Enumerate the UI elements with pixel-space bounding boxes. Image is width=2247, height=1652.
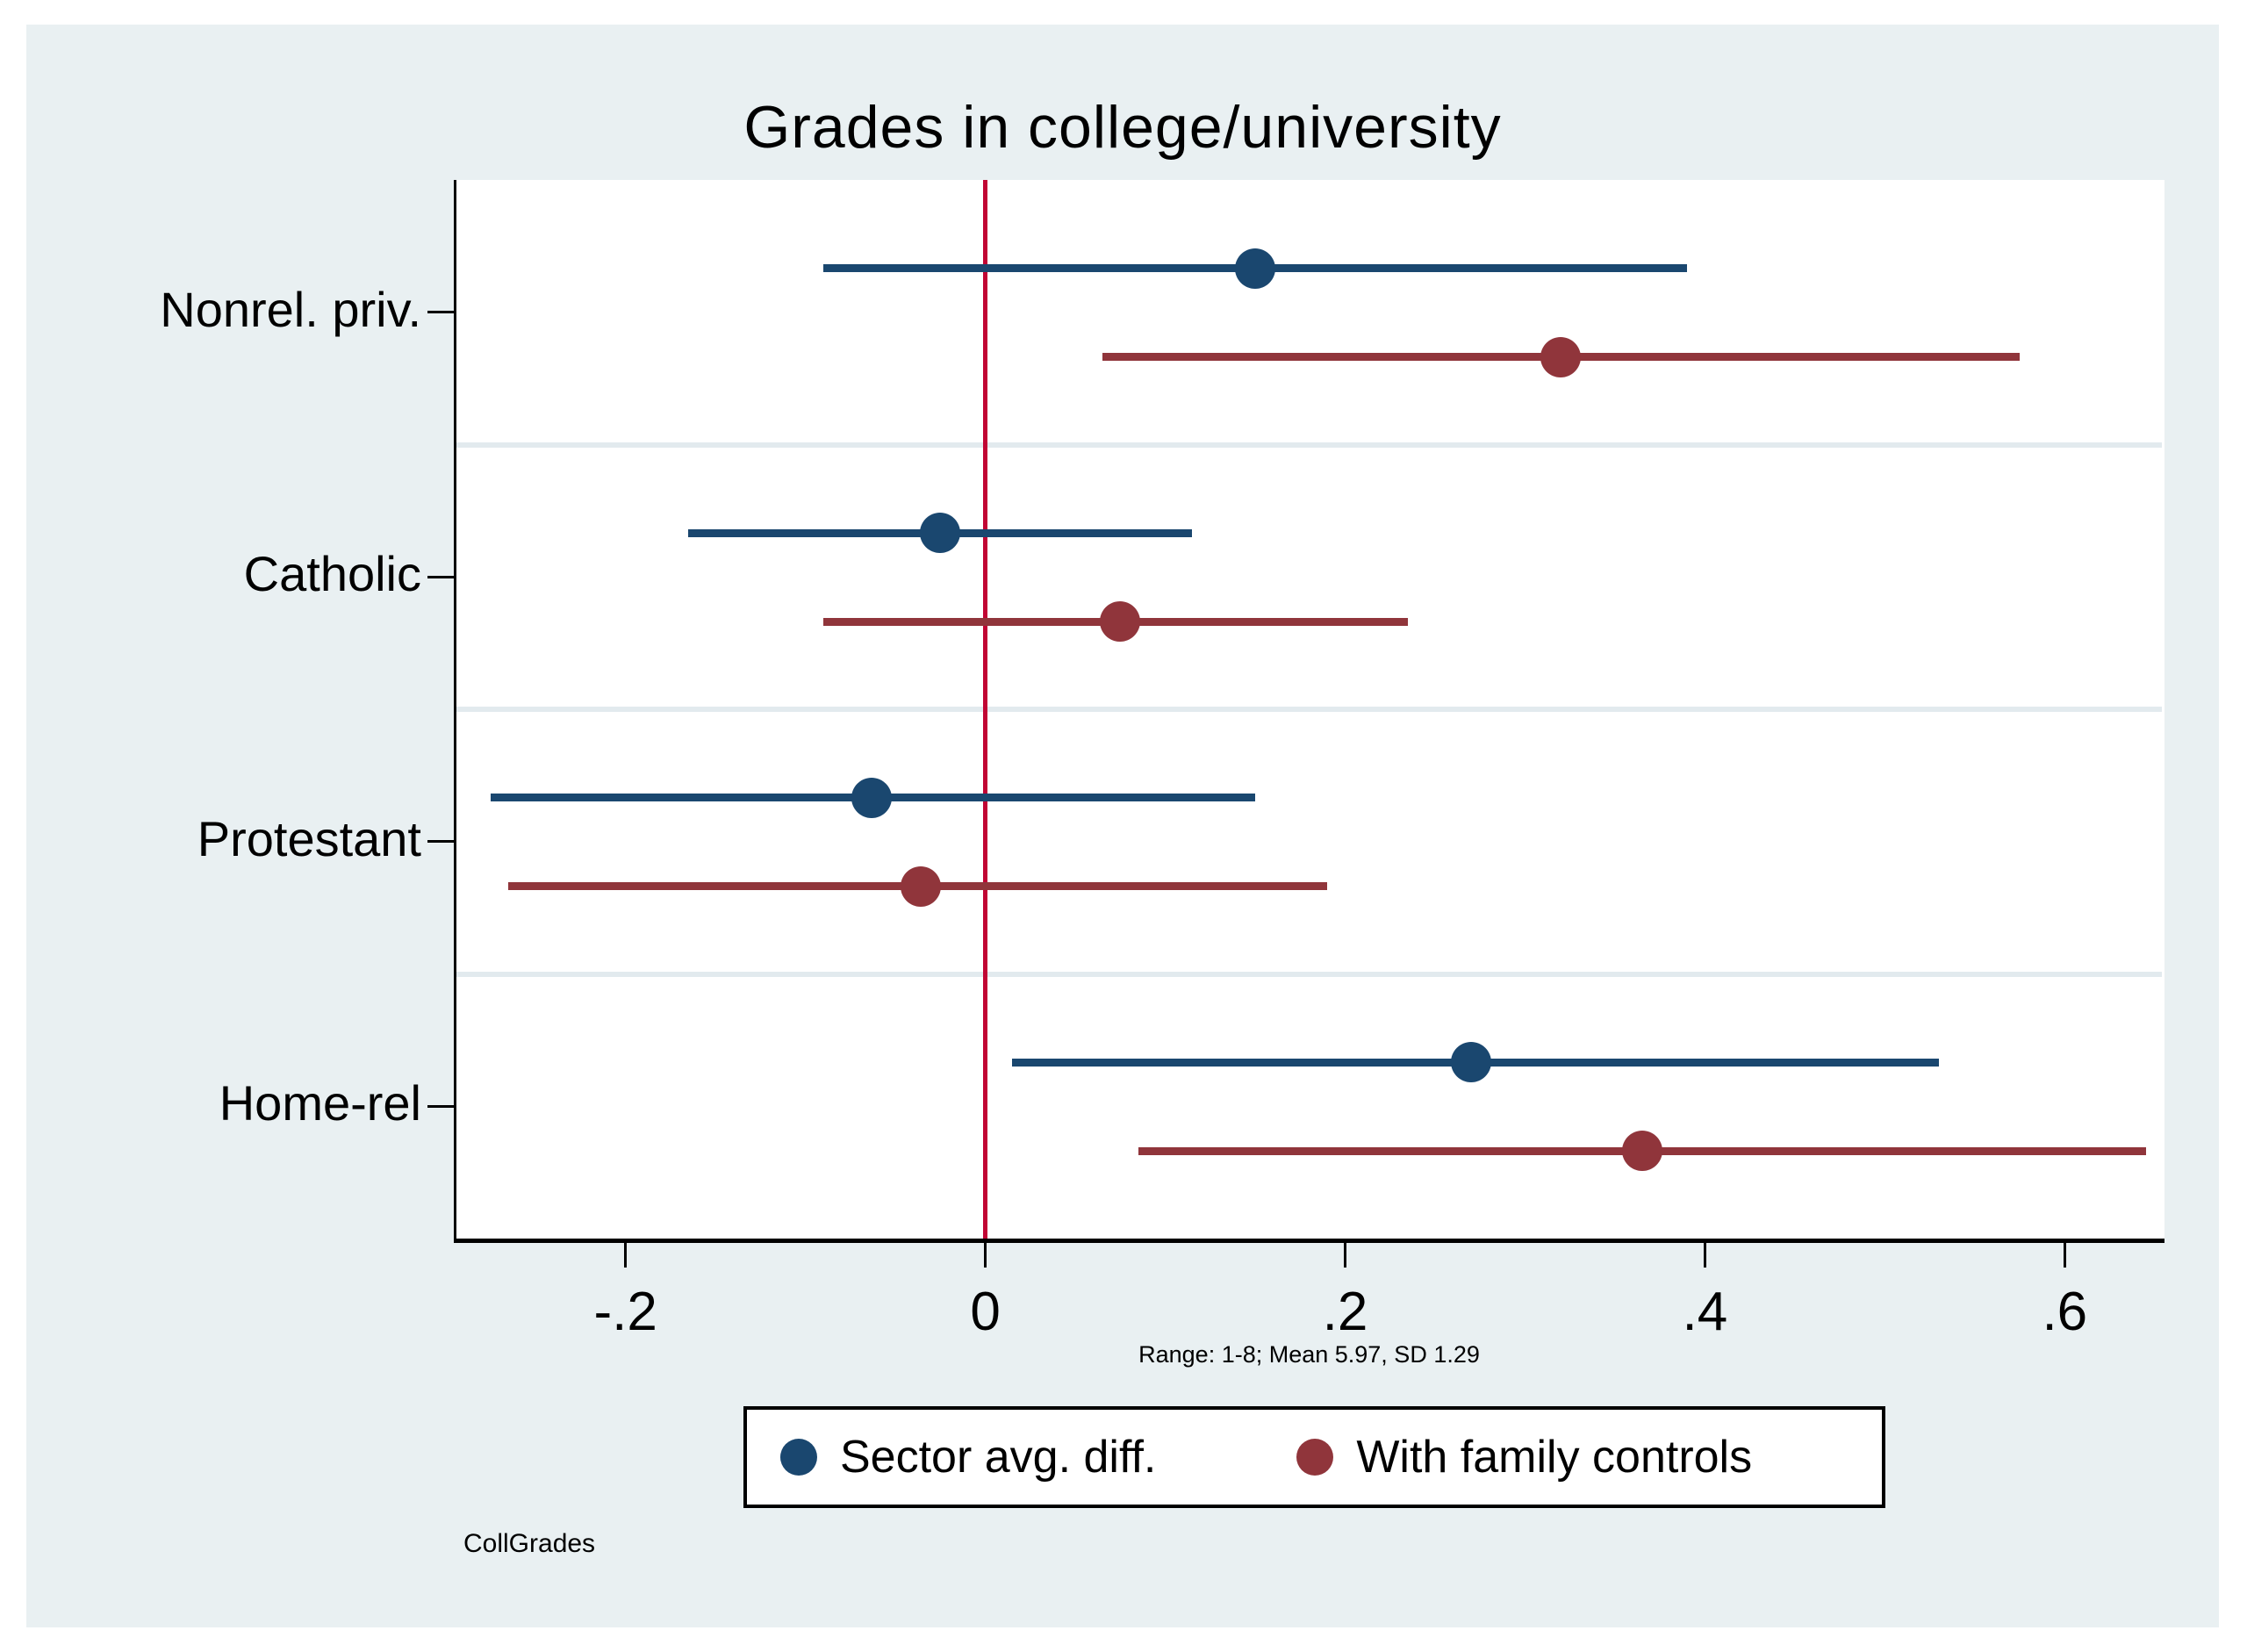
- y-axis-label: Nonrel. priv.: [160, 281, 421, 337]
- x-axis-tick: [984, 1243, 987, 1268]
- x-axis-tick: [1343, 1243, 1346, 1268]
- plot-inner: Nonrel. priv. Catholic Protestant Home-rel -…: [160, 180, 2162, 1342]
- variable-name-watermark: CollGrades: [463, 1529, 596, 1558]
- x-axis-label: .6: [2042, 1282, 2088, 1342]
- x-axis-label: .4: [1682, 1282, 1728, 1342]
- x-axis-label: .2: [1322, 1282, 1368, 1342]
- x-axis-tick: [1703, 1243, 1706, 1268]
- axis-note: Range: 1-8; Mean 5.97, SD 1.29: [1138, 1341, 1480, 1368]
- chart-title: Grades in college/university: [743, 94, 1502, 161]
- estimate-dot: [1540, 336, 1582, 377]
- x-axis-label: -.2: [593, 1282, 657, 1342]
- x-axis-tick: [2063, 1243, 2066, 1268]
- estimate-dot: [1100, 601, 1141, 643]
- legend-label: With family controls: [1356, 1432, 1753, 1483]
- estimate-dot: [1450, 1042, 1491, 1083]
- legend-marker-navy-icon: [780, 1439, 817, 1476]
- y-axis-label: Home-rel: [219, 1075, 421, 1131]
- legend-label: Sector avg. diff.: [840, 1432, 1157, 1483]
- y-axis-tick: [427, 1104, 454, 1108]
- y-axis-tick: [427, 840, 454, 844]
- category-separator-gridline: [456, 971, 2162, 977]
- estimate-dot: [1621, 1131, 1662, 1172]
- x-axis-label: 0: [970, 1282, 1001, 1342]
- y-axis-tick: [427, 575, 454, 578]
- category-separator-gridline: [456, 442, 2162, 448]
- estimate-dot: [851, 777, 893, 818]
- category-separator-gridline: [456, 707, 2162, 712]
- legend: Sector avg. diff. With family controls: [743, 1406, 1885, 1508]
- estimate-dot: [1235, 248, 1275, 289]
- legend-marker-maroon-icon: [1296, 1439, 1334, 1476]
- x-axis-tick: [624, 1243, 628, 1268]
- estimate-dot: [920, 513, 961, 554]
- legend-item-sector-avg-diff: Sector avg. diff.: [780, 1431, 1156, 1483]
- estimate-dot: [900, 866, 941, 907]
- y-axis-label: Protestant: [197, 810, 421, 866]
- y-axis-label: Catholic: [243, 546, 421, 602]
- legend-item-with-family-controls: With family controls: [1296, 1431, 1752, 1483]
- plot-area: Nonrel. priv. Catholic Protestant Home-rel -…: [160, 180, 2164, 1342]
- y-axis-tick: [427, 311, 454, 314]
- zero-reference-line: [983, 180, 988, 1239]
